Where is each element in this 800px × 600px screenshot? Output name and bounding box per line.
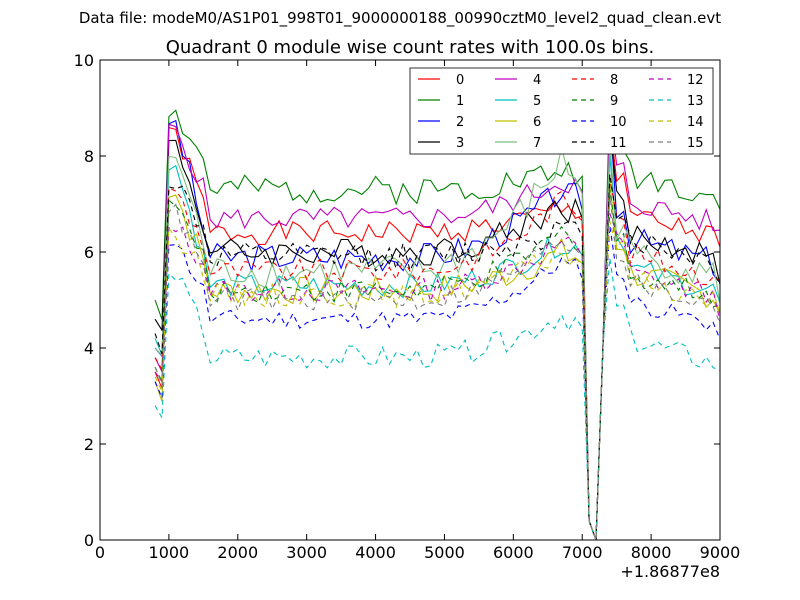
- series-line-10: [154, 225, 720, 540]
- x-tick-label: 9000: [700, 543, 741, 562]
- series-line-6: [154, 180, 720, 540]
- series-line-13: [154, 258, 720, 540]
- x-tick-label: 7000: [562, 543, 603, 562]
- x-offset-label: +1.86877e8: [620, 562, 720, 581]
- x-tick-label: 5000: [424, 543, 465, 562]
- legend-label-14: 14: [687, 115, 704, 130]
- series-line-5: [154, 155, 720, 540]
- legend-label-5: 5: [533, 94, 541, 109]
- y-tick-label: 0: [84, 531, 94, 550]
- legend-label-3: 3: [456, 136, 464, 151]
- series-line-7: [154, 137, 720, 540]
- legend-label-7: 7: [533, 136, 541, 151]
- series-line-0: [154, 118, 720, 540]
- x-tick-label: 3000: [286, 543, 327, 562]
- series-line-9: [154, 189, 720, 540]
- y-tick-label: 4: [84, 339, 94, 358]
- legend-box: [409, 67, 714, 155]
- series-line-14: [154, 221, 720, 540]
- x-tick-label: 1000: [149, 543, 190, 562]
- tick-marks: [99, 59, 721, 541]
- x-tick-label: 8000: [631, 543, 672, 562]
- series-line-3: [154, 128, 720, 540]
- y-tick-labels: 0 2 4 6 8 10: [74, 51, 94, 550]
- legend-label-0: 0: [456, 73, 464, 88]
- y-tick-label: 2: [84, 435, 94, 454]
- x-tick-labels: 0 1000 2000 3000 4000 5000 6000 7000 8000 9000: [95, 543, 740, 562]
- legend-label-9: 9: [610, 94, 618, 109]
- legend-label-12: 12: [687, 73, 704, 88]
- legend-label-1: 1: [456, 94, 464, 109]
- series-line-1: [154, 95, 720, 540]
- series-line-2: [154, 113, 720, 540]
- legend-label-4: 4: [533, 73, 541, 88]
- legend-label-2: 2: [456, 115, 464, 130]
- legend-label-10: 10: [610, 115, 627, 130]
- legend-label-6: 6: [533, 115, 541, 130]
- y-tick-label: 6: [84, 243, 94, 262]
- y-tick-label: 8: [84, 147, 94, 166]
- series-line-15: [154, 193, 720, 540]
- figure-suptitle: Data file: modeM0/AS1P01_998T01_90000001…: [79, 9, 721, 28]
- series-line-11: [154, 174, 720, 540]
- series-lines: [154, 95, 720, 540]
- legend-label-15: 15: [687, 136, 704, 151]
- series-line-4: [154, 110, 720, 540]
- legend-label-8: 8: [610, 73, 618, 88]
- series-line-8: [154, 178, 720, 540]
- chart-title: Quadrant 0 module wise count rates with …: [166, 37, 655, 58]
- x-tick-label: 0: [95, 543, 105, 562]
- series-line-12: [154, 213, 720, 540]
- x-tick-label: 6000: [493, 543, 534, 562]
- legend-label-13: 13: [687, 94, 704, 109]
- plot-frame: [99, 59, 721, 541]
- legend-label-11: 11: [610, 136, 627, 151]
- x-tick-label: 2000: [217, 543, 258, 562]
- y-tick-label: 10: [74, 51, 94, 70]
- x-tick-label: 4000: [355, 543, 396, 562]
